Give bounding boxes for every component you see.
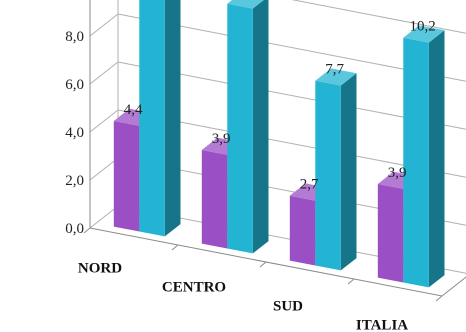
bar-side — [252, 0, 269, 254]
y-tick-label: 4,0 — [65, 125, 84, 141]
bar-top — [403, 25, 445, 43]
bar — [315, 80, 341, 271]
data-label: 3,9 — [212, 131, 231, 147]
bar — [113, 121, 140, 232]
x-tick — [83, 227, 91, 234]
category-label: ITALIA — [356, 317, 408, 332]
data-label: 10,2 — [233, 0, 259, 1]
x-tick — [435, 295, 443, 302]
bar — [227, 3, 253, 254]
y-tick-label: 6,0 — [65, 77, 84, 93]
bar-top — [315, 68, 357, 86]
bar-side — [428, 30, 445, 288]
bar — [377, 184, 404, 283]
y-axis-ticks: 0,02,04,06,08,010,012,0 — [65, 29, 84, 237]
data-label: 3,9 — [388, 165, 407, 181]
y-tick-label: 2,0 — [65, 173, 84, 189]
bar — [201, 150, 228, 249]
gridline — [291, 0, 466, 34]
bar — [403, 37, 429, 288]
category-label: NORD — [78, 260, 122, 276]
bar — [139, 0, 165, 237]
data-label: 10,2 — [409, 19, 435, 35]
data-label: 2,7 — [300, 177, 319, 193]
bar-side — [164, 0, 181, 237]
bars — [113, 0, 445, 288]
data-labels: 4,411,43,910,22,77,73,910,2 — [124, 0, 436, 193]
x-tick — [259, 261, 267, 268]
data-label: 4,4 — [124, 102, 143, 118]
category-labels: NORD CENTRO SUD ITALIA — [78, 260, 408, 332]
x-tick — [347, 278, 355, 285]
x-tick — [171, 244, 179, 251]
bar — [289, 195, 316, 266]
y-tick-label: 8,0 — [65, 29, 84, 45]
category-label: CENTRO — [162, 279, 226, 295]
category-label: SUD — [273, 298, 303, 314]
y-tick-label: 0,0 — [65, 221, 84, 237]
data-label: 7,7 — [325, 62, 344, 78]
bar-side — [340, 73, 357, 271]
bar-top — [227, 0, 264, 9]
